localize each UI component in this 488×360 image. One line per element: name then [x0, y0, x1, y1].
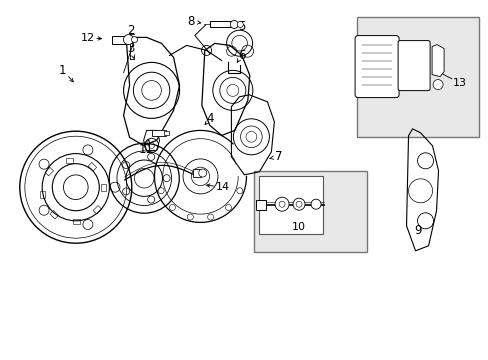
Circle shape: [123, 35, 133, 45]
Text: 11: 11: [138, 143, 153, 156]
Text: 14: 14: [215, 182, 229, 192]
Bar: [259, 176, 322, 234]
Text: 9: 9: [413, 224, 421, 237]
Circle shape: [292, 198, 305, 210]
Bar: [163, 131, 168, 135]
Circle shape: [310, 199, 321, 209]
Bar: [101, 184, 106, 191]
Bar: [93, 206, 102, 214]
Circle shape: [198, 169, 206, 177]
Bar: [210, 22, 232, 27]
Circle shape: [432, 80, 442, 90]
Bar: [254, 171, 366, 252]
Circle shape: [279, 201, 285, 207]
Bar: [112, 36, 126, 44]
Bar: [66, 158, 73, 163]
Text: 13: 13: [452, 78, 466, 88]
Bar: [88, 162, 97, 171]
Bar: [356, 17, 478, 137]
Circle shape: [131, 37, 137, 42]
Text: 2: 2: [127, 24, 135, 37]
Text: 5: 5: [238, 21, 245, 33]
Text: 12: 12: [81, 33, 95, 43]
Circle shape: [237, 22, 243, 27]
Text: 7: 7: [274, 150, 282, 163]
Bar: [50, 211, 59, 219]
FancyBboxPatch shape: [397, 41, 429, 91]
Bar: [256, 200, 265, 210]
Text: 1: 1: [59, 64, 66, 77]
Circle shape: [274, 197, 288, 211]
Bar: [73, 219, 80, 224]
Text: 3: 3: [127, 42, 135, 55]
Polygon shape: [431, 45, 443, 77]
FancyBboxPatch shape: [354, 36, 398, 98]
Circle shape: [230, 21, 238, 28]
Text: 8: 8: [186, 15, 194, 28]
Bar: [40, 191, 45, 198]
Bar: [192, 169, 200, 177]
Bar: [151, 130, 165, 136]
Text: 4: 4: [206, 112, 214, 125]
Bar: [45, 167, 53, 176]
Text: 10: 10: [292, 222, 305, 232]
Circle shape: [295, 201, 302, 207]
Text: 6: 6: [237, 49, 245, 62]
